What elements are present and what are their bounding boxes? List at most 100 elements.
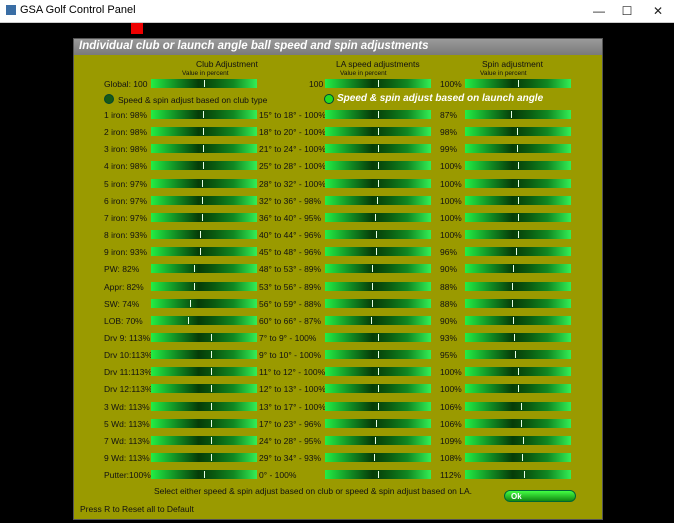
la-mode-radio[interactable] xyxy=(324,94,334,104)
club-mode-label[interactable]: Speed & spin adjust based on club type xyxy=(118,95,268,105)
club-slider[interactable] xyxy=(151,384,257,393)
global-spin-slider-thumb[interactable] xyxy=(518,80,519,87)
spin-slider[interactable] xyxy=(465,264,571,273)
spin-slider[interactable] xyxy=(465,384,571,393)
club-slider[interactable] xyxy=(151,161,257,170)
spin-slider[interactable] xyxy=(465,110,571,119)
spin-slider-thumb[interactable] xyxy=(513,265,514,272)
la-slider[interactable] xyxy=(325,196,431,205)
spin-slider[interactable] xyxy=(465,316,571,325)
club-slider[interactable] xyxy=(151,247,257,256)
club-slider-thumb[interactable] xyxy=(211,420,212,427)
club-slider-thumb[interactable] xyxy=(211,385,212,392)
club-slider-thumb[interactable] xyxy=(188,317,189,324)
la-slider-thumb[interactable] xyxy=(378,162,379,169)
club-slider-thumb[interactable] xyxy=(200,231,201,238)
minimize-button[interactable]: — xyxy=(593,4,605,18)
club-slider-thumb[interactable] xyxy=(211,454,212,461)
la-slider-thumb[interactable] xyxy=(372,265,373,272)
club-mode-radio[interactable] xyxy=(104,94,114,104)
spin-slider[interactable] xyxy=(465,436,571,445)
spin-slider-thumb[interactable] xyxy=(513,317,514,324)
spin-slider[interactable] xyxy=(465,196,571,205)
spin-slider-thumb[interactable] xyxy=(515,351,516,358)
club-slider-thumb[interactable] xyxy=(202,180,203,187)
club-slider[interactable] xyxy=(151,110,257,119)
la-slider[interactable] xyxy=(325,264,431,273)
spin-slider[interactable] xyxy=(465,179,571,188)
la-slider[interactable] xyxy=(325,316,431,325)
club-slider[interactable] xyxy=(151,470,257,479)
club-slider-thumb[interactable] xyxy=(211,403,212,410)
spin-slider[interactable] xyxy=(465,419,571,428)
la-slider[interactable] xyxy=(325,419,431,428)
club-slider[interactable] xyxy=(151,316,257,325)
spin-slider-thumb[interactable] xyxy=(518,231,519,238)
la-slider[interactable] xyxy=(325,110,431,119)
la-slider-thumb[interactable] xyxy=(372,300,373,307)
spin-slider-thumb[interactable] xyxy=(523,437,524,444)
spin-slider-thumb[interactable] xyxy=(524,471,525,478)
la-slider-thumb[interactable] xyxy=(377,197,378,204)
club-slider[interactable] xyxy=(151,264,257,273)
la-slider-thumb[interactable] xyxy=(378,368,379,375)
club-slider-thumb[interactable] xyxy=(202,214,203,221)
club-slider[interactable] xyxy=(151,282,257,291)
spin-slider-thumb[interactable] xyxy=(512,300,513,307)
la-slider[interactable] xyxy=(325,384,431,393)
spin-slider-thumb[interactable] xyxy=(518,162,519,169)
club-slider[interactable] xyxy=(151,333,257,342)
la-slider-thumb[interactable] xyxy=(378,403,379,410)
global-la-slider[interactable] xyxy=(325,79,431,88)
club-slider[interactable] xyxy=(151,436,257,445)
club-slider[interactable] xyxy=(151,196,257,205)
club-slider-thumb[interactable] xyxy=(203,145,204,152)
spin-slider[interactable] xyxy=(465,470,571,479)
club-slider[interactable] xyxy=(151,299,257,308)
spin-slider-thumb[interactable] xyxy=(512,283,513,290)
spin-slider-thumb[interactable] xyxy=(518,180,519,187)
la-slider[interactable] xyxy=(325,333,431,342)
la-slider-thumb[interactable] xyxy=(378,334,379,341)
club-slider[interactable] xyxy=(151,127,257,136)
la-slider[interactable] xyxy=(325,470,431,479)
spin-slider[interactable] xyxy=(465,213,571,222)
spin-slider[interactable] xyxy=(465,299,571,308)
club-slider-thumb[interactable] xyxy=(211,437,212,444)
global-club-slider-thumb[interactable] xyxy=(204,80,205,87)
club-slider-thumb[interactable] xyxy=(194,283,195,290)
club-slider-thumb[interactable] xyxy=(203,128,204,135)
spin-slider-thumb[interactable] xyxy=(514,334,515,341)
club-slider-thumb[interactable] xyxy=(190,300,191,307)
la-slider[interactable] xyxy=(325,144,431,153)
club-slider[interactable] xyxy=(151,419,257,428)
la-slider[interactable] xyxy=(325,436,431,445)
la-slider-thumb[interactable] xyxy=(378,180,379,187)
maximize-button[interactable]: ☐ xyxy=(621,4,633,18)
club-slider[interactable] xyxy=(151,367,257,376)
la-slider-thumb[interactable] xyxy=(371,317,372,324)
la-slider[interactable] xyxy=(325,299,431,308)
la-slider-thumb[interactable] xyxy=(378,145,379,152)
global-la-slider-thumb[interactable] xyxy=(378,80,379,87)
la-slider-thumb[interactable] xyxy=(376,248,377,255)
spin-slider[interactable] xyxy=(465,367,571,376)
spin-slider-thumb[interactable] xyxy=(517,128,518,135)
la-slider[interactable] xyxy=(325,350,431,359)
ok-button[interactable]: Ok xyxy=(504,490,576,502)
la-slider[interactable] xyxy=(325,230,431,239)
spin-slider[interactable] xyxy=(465,247,571,256)
spin-slider[interactable] xyxy=(465,282,571,291)
la-slider[interactable] xyxy=(325,247,431,256)
club-slider-thumb[interactable] xyxy=(204,471,205,478)
club-slider-thumb[interactable] xyxy=(211,368,212,375)
spin-slider-thumb[interactable] xyxy=(517,145,518,152)
la-slider-thumb[interactable] xyxy=(374,454,375,461)
club-slider[interactable] xyxy=(151,179,257,188)
spin-slider[interactable] xyxy=(465,161,571,170)
club-slider-thumb[interactable] xyxy=(203,111,204,118)
global-club-slider[interactable] xyxy=(151,79,257,88)
la-slider-thumb[interactable] xyxy=(378,128,379,135)
spin-slider-thumb[interactable] xyxy=(518,385,519,392)
la-slider[interactable] xyxy=(325,453,431,462)
